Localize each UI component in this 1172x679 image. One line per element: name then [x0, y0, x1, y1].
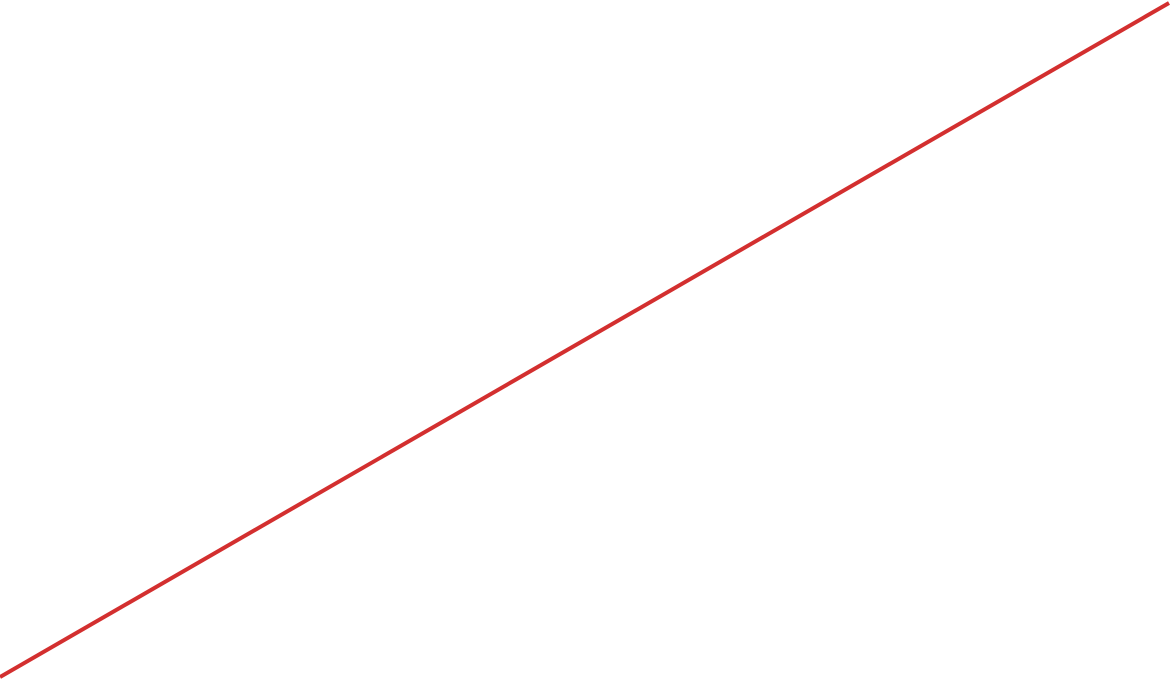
canvas — [0, 1, 1170, 679]
diagonal-line — [0, 1, 1170, 679]
